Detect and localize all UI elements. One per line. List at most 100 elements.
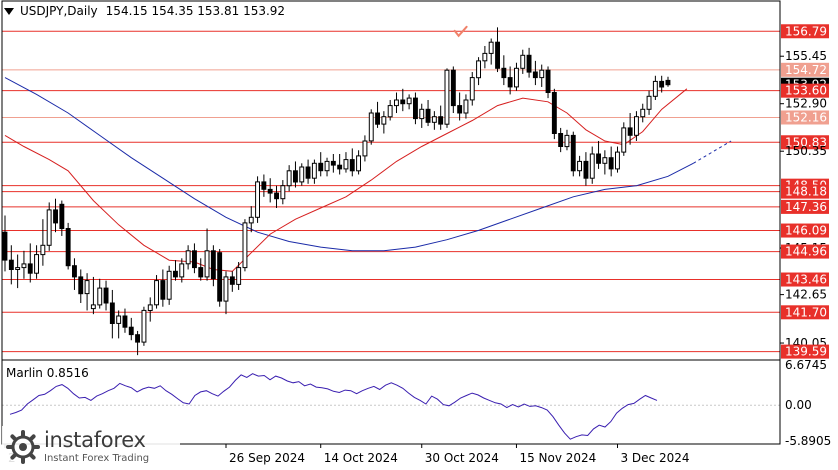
candle-body [545, 69, 551, 93]
candle-body [160, 280, 166, 300]
candle [545, 66, 551, 99]
candle [514, 62, 519, 91]
ma-slow-projection [693, 140, 732, 164]
candle-body [640, 108, 646, 118]
candle [343, 152, 349, 173]
candle [362, 135, 368, 162]
candle [34, 245, 39, 279]
time-tick-label: 30 Oct 2024 [425, 451, 499, 465]
level-price-label: 148.18 [785, 185, 827, 199]
candle-body [482, 52, 488, 62]
candle [2, 215, 8, 272]
level-price-box [781, 135, 829, 150]
level-price-box [781, 199, 829, 214]
price-tick-label: 152.90 [785, 97, 827, 111]
candle [261, 174, 267, 197]
candle [293, 161, 298, 188]
candle [160, 269, 166, 307]
candle [330, 153, 336, 173]
candle-body [210, 250, 216, 280]
candle-body [621, 127, 627, 153]
candle [652, 75, 658, 100]
candle-body [330, 160, 336, 166]
candle [318, 152, 324, 177]
candle [570, 131, 576, 177]
candle [147, 297, 153, 322]
candle [72, 258, 77, 290]
candle [476, 57, 482, 86]
candle [532, 60, 538, 86]
dropdown-triangle-icon[interactable] [4, 7, 14, 15]
plot-border [1, 0, 781, 445]
candle-body [223, 276, 229, 302]
candle-body [400, 99, 406, 105]
ma-slow-line [4, 77, 694, 252]
candle [192, 243, 197, 274]
candle-body [564, 134, 570, 148]
candle [166, 265, 172, 305]
candle-body [343, 159, 349, 170]
candle [450, 66, 456, 114]
candle-body [488, 41, 494, 54]
level-price-label: 146.09 [785, 224, 827, 238]
level-price-label: 144.96 [785, 245, 827, 259]
candle-body [305, 166, 311, 179]
candle-body [90, 304, 96, 310]
candle [305, 159, 311, 184]
watermark-brand: instaforex [44, 428, 146, 452]
level-price-box [781, 272, 829, 287]
candle-body [103, 287, 109, 304]
candle-body [324, 160, 330, 172]
candle [413, 92, 418, 125]
candle-body [147, 304, 153, 311]
candle [419, 103, 425, 128]
candle [15, 254, 21, 289]
candle [198, 258, 204, 281]
candle-body [652, 80, 658, 97]
candle-body [457, 105, 463, 114]
candle-body [589, 153, 595, 179]
time-tick-label: 26 Sep 2024 [229, 451, 305, 465]
candle-body [78, 276, 84, 295]
candle [488, 38, 494, 65]
candle-body [135, 334, 141, 343]
candle-body [570, 134, 576, 172]
candle [141, 306, 147, 346]
chart-header: USDJPY,Daily 154.15 154.35 153.81 153.92 [4, 4, 285, 18]
candle [109, 289, 115, 339]
level-price-label: 150.83 [785, 135, 827, 149]
level-price-box [781, 110, 829, 125]
candle [608, 146, 614, 177]
candle [337, 153, 343, 175]
level-price-label: 154.72 [785, 63, 827, 77]
chart-frame [1, 0, 781, 445]
oscillator-scale-label: 6.6745 [785, 358, 827, 372]
candle [103, 280, 109, 311]
candle [90, 276, 96, 315]
candle [463, 94, 469, 119]
candle-body [425, 108, 431, 123]
level-price-label: 147.36 [785, 200, 827, 214]
candle-body [438, 116, 444, 125]
candle-body [8, 259, 14, 271]
time-tick-label: 3 Dec 2024 [620, 451, 689, 465]
candle [223, 271, 229, 315]
candle-body [507, 77, 513, 88]
candle-body [659, 80, 665, 88]
candle-body [583, 160, 589, 179]
candle [406, 94, 412, 110]
level-price-box [781, 305, 829, 320]
candle-body [539, 69, 545, 79]
candle-body [419, 108, 425, 120]
candle [356, 150, 362, 175]
instaforex-logo-icon [6, 430, 40, 464]
candle-body [229, 276, 235, 285]
candle [280, 180, 286, 205]
candle-body [72, 265, 77, 278]
candle [564, 129, 570, 151]
candle [444, 68, 450, 128]
candle [627, 113, 633, 145]
